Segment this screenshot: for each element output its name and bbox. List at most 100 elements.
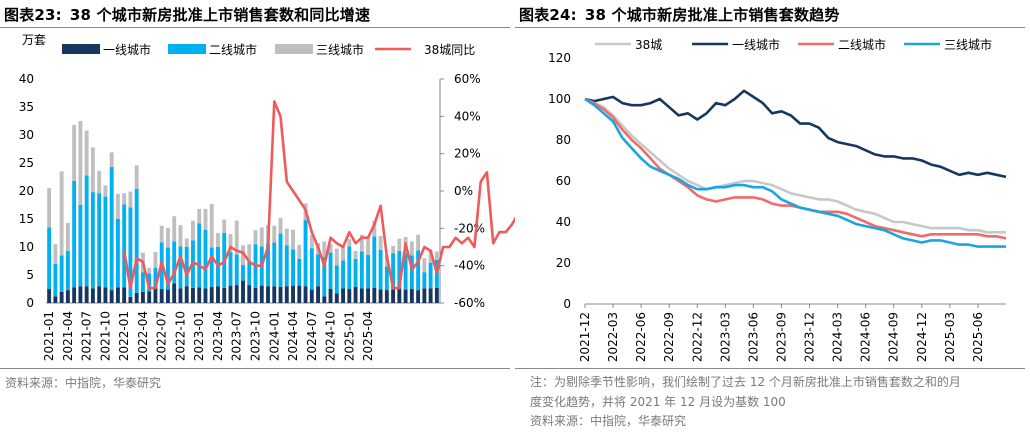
right-y-tick-label: 40% bbox=[454, 109, 481, 123]
left-x-tick-label: 2024-04 bbox=[286, 311, 300, 361]
left-y-tick-label: 10 bbox=[19, 240, 34, 254]
bar-segment-tier1 bbox=[115, 287, 120, 303]
right-bottom-rule bbox=[515, 368, 1025, 369]
bar-segment-tier1 bbox=[222, 287, 227, 303]
left-x-tick-label: 2023-01 bbox=[192, 311, 206, 361]
left-x-tick-label: 2021-07 bbox=[80, 311, 94, 361]
bar-segment-tier3 bbox=[172, 216, 177, 242]
right-chart-title: 38 个城市新房批准上市销售套数趋势 bbox=[584, 6, 840, 24]
bar-segment-tier2 bbox=[153, 267, 158, 288]
bar-segment-tier2 bbox=[309, 248, 314, 290]
right-chart-x-tick-label: 2024-12 bbox=[915, 312, 929, 362]
left-figure-title: 图表23: 38 个城市新房批准上市销售套数和同比增速 bbox=[4, 4, 378, 25]
left-x-tick-label: 2021-04 bbox=[61, 311, 75, 361]
right-chart-x-tick-label: 2023-03 bbox=[718, 312, 732, 362]
bar-segment-tier1 bbox=[65, 290, 70, 303]
bar-segment-tier2 bbox=[140, 272, 145, 292]
bar-segment-tier2 bbox=[416, 250, 421, 291]
bar-segment-tier2 bbox=[128, 207, 133, 297]
bar-segment-tier2 bbox=[209, 247, 214, 287]
bar-segment-tier3 bbox=[372, 220, 377, 237]
bar-segment-tier2 bbox=[353, 258, 358, 287]
bar-segment-tier1 bbox=[428, 288, 433, 303]
bar-segment-tier2 bbox=[272, 242, 277, 287]
left-x-tick-label: 2024-10 bbox=[324, 311, 338, 361]
right-chart-x-tick-label: 2024-09 bbox=[887, 312, 901, 362]
bar-segment-tier1 bbox=[53, 296, 58, 303]
right-legend: 38城 一线城市 二线城市 三线城市 bbox=[595, 37, 992, 52]
bar-segment-tier1 bbox=[284, 286, 289, 303]
right-chart-panel: 图表24: 38 个城市新房批准上市销售套数趋势 38城 一线城市 二线城市 三线城市 … bbox=[515, 0, 1030, 432]
bar-segment-tier1 bbox=[140, 291, 145, 303]
right-chart-x-tick-label: 2021-12 bbox=[578, 312, 592, 362]
bar-segment-tier1 bbox=[59, 291, 64, 303]
bar-segment-tier3 bbox=[378, 235, 383, 250]
bar-segment-tier3 bbox=[115, 193, 120, 219]
bar-segment-tier2 bbox=[172, 241, 177, 284]
left-x-tick-label: 2022-04 bbox=[136, 311, 150, 361]
bar-segment-tier1 bbox=[103, 287, 108, 303]
bar-segment-tier2 bbox=[103, 196, 108, 288]
bar-segment-tier1 bbox=[234, 285, 239, 303]
bar-segment-tier3 bbox=[416, 234, 421, 251]
legend-swatch bbox=[62, 44, 100, 54]
bar-segment-tier2 bbox=[303, 220, 308, 287]
bar-segment-tier1 bbox=[147, 291, 152, 303]
bar-segment-tier2 bbox=[78, 205, 83, 287]
legend-label: 38城同比 bbox=[424, 43, 475, 57]
bar-segment-tier2 bbox=[428, 262, 433, 289]
bar-segment-tier1 bbox=[422, 288, 427, 303]
right-chart-y-tick-label: 120 bbox=[548, 51, 571, 65]
bar-segment-tier1 bbox=[90, 288, 95, 303]
bar-segment-tier2 bbox=[97, 193, 102, 287]
bar-segment-tier2 bbox=[109, 166, 114, 291]
bar-segment-tier3 bbox=[184, 238, 189, 247]
bar-segment-tier1 bbox=[122, 287, 127, 303]
bar-segment-tier2 bbox=[347, 246, 352, 289]
bar-segment-tier2 bbox=[266, 243, 270, 287]
bar-segment-tier1 bbox=[316, 286, 320, 303]
right-chart-x-tick-label: 2023-06 bbox=[746, 312, 760, 362]
right-legend-label: 三线城市 bbox=[944, 37, 992, 52]
right-chart-x-tick-label: 2023-12 bbox=[803, 312, 817, 362]
bar-segment-tier1 bbox=[353, 286, 358, 303]
right-chart-y-tick-label: 100 bbox=[548, 92, 571, 106]
bar-segment-tier1 bbox=[334, 293, 339, 303]
bar-segment-tier1 bbox=[378, 289, 383, 303]
bar-segment-tier3 bbox=[341, 247, 346, 261]
bar-segment-tier1 bbox=[403, 289, 408, 303]
bar-segment-tier2 bbox=[65, 250, 70, 291]
left-figure-label: 图表23: bbox=[4, 6, 62, 24]
bar-segment-tier2 bbox=[228, 252, 233, 286]
bar-segment-tier2 bbox=[316, 254, 320, 287]
bar-segment-tier3 bbox=[241, 245, 245, 265]
bar-segment-tier3 bbox=[272, 225, 277, 243]
bar-segment-tier1 bbox=[228, 285, 233, 303]
bar-segment-tier1 bbox=[391, 289, 396, 303]
bar-segment-tier2 bbox=[422, 272, 427, 289]
bar-segment-tier3 bbox=[228, 234, 233, 253]
right-y-tick-label: -20% bbox=[454, 221, 485, 235]
right-axes: 0 20 40 60 80 100 120 2021-12 2022-03 2022-06 2022… bbox=[548, 51, 1006, 362]
bar-segment-tier3 bbox=[97, 170, 102, 194]
bar-segment-tier2 bbox=[234, 254, 239, 286]
left-y-tick-label: 25 bbox=[19, 156, 34, 170]
left-chart-svg: 万套 一线城市 二线城市 三线城市 38城同比 0 5 10 15 20 25 30 35 40 -60… bbox=[19, 33, 515, 361]
bar-segment-tier2 bbox=[115, 219, 120, 288]
left-line-group bbox=[122, 100, 515, 290]
left-y-tick-label: 0 bbox=[26, 296, 34, 310]
bar-segment-tier2 bbox=[291, 249, 295, 286]
bar-segment-tier1 bbox=[366, 288, 371, 303]
bar-segment-tier1 bbox=[416, 290, 421, 303]
bar-segment-tier1 bbox=[409, 289, 414, 303]
bar-segment-tier1 bbox=[191, 287, 195, 303]
left-top-rule bbox=[0, 27, 510, 28]
bar-segment-tier2 bbox=[53, 263, 58, 297]
left-axes: 0 5 10 15 20 25 30 35 40 -60% -40% -20% 0% 20% 40% 60% 2… bbox=[19, 72, 485, 361]
right-y-tick-label: 0% bbox=[454, 184, 473, 198]
left-bottom-rule bbox=[0, 368, 510, 369]
bar-segment-tier3 bbox=[153, 252, 158, 268]
bar-segment-tier1 bbox=[297, 285, 302, 303]
bar-segment-tier3 bbox=[234, 220, 239, 255]
right-source: 资料来源：中指院，华泰研究 bbox=[530, 414, 687, 428]
